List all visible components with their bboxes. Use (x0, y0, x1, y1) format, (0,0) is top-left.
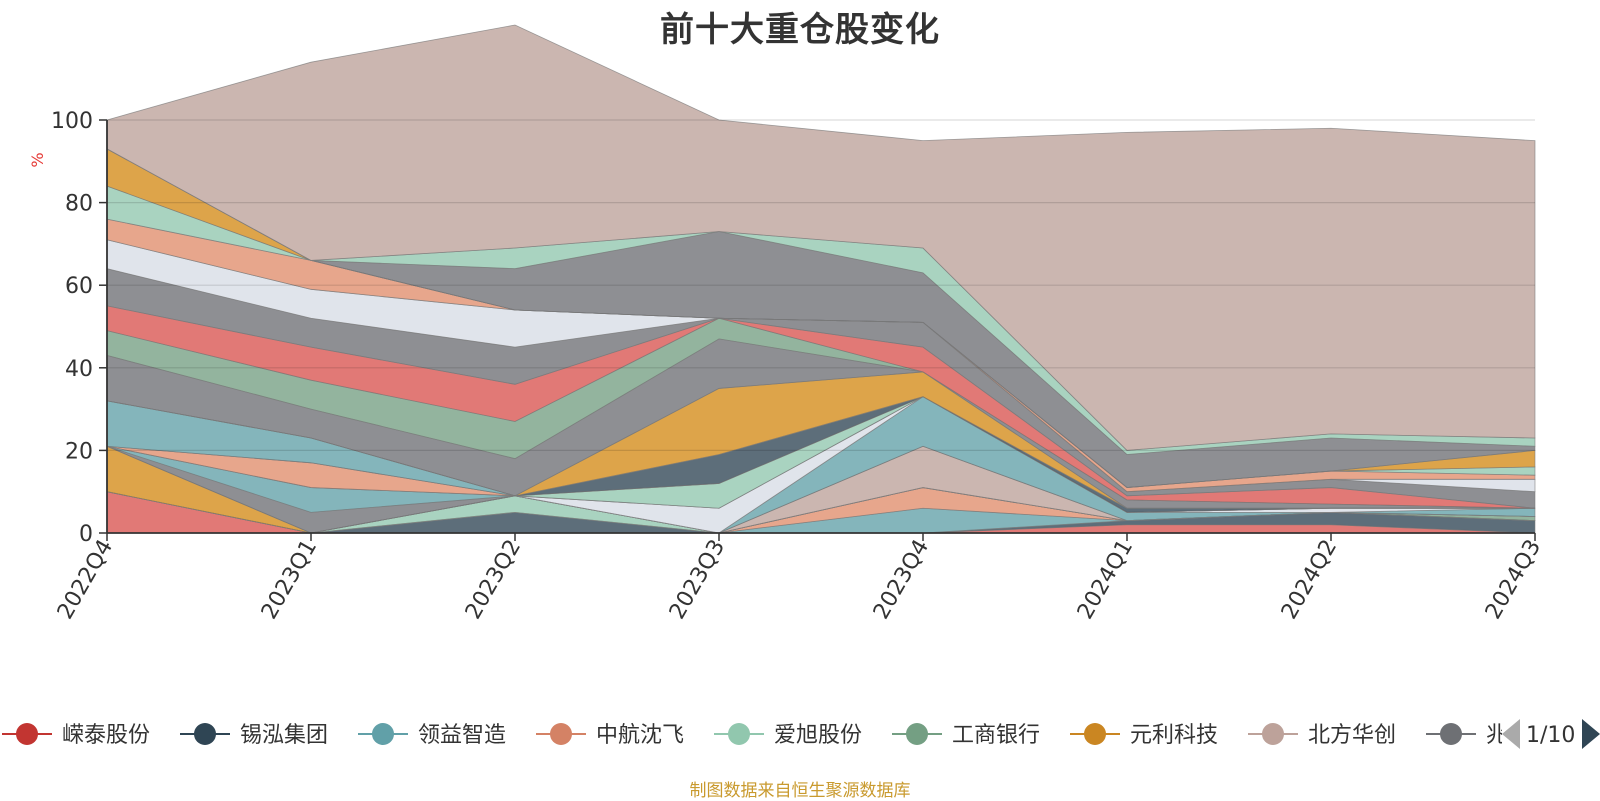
y-tick-label: 80 (65, 192, 93, 217)
y-tick-label: 40 (65, 357, 93, 382)
legend-item[interactable]: 工商银行 (892, 723, 1040, 748)
legend-item[interactable]: 爱旭股份 (714, 723, 862, 748)
x-tick-label: 2023Q1 (257, 536, 322, 624)
legend-item[interactable]: 领益智造 (358, 723, 506, 748)
pager-next-icon[interactable] (1582, 719, 1600, 749)
legend-item[interactable]: 北方华创 (1248, 723, 1396, 748)
legend-dot-icon (550, 723, 572, 745)
x-tick-label: 2024Q2 (1277, 536, 1342, 624)
legend-dot-icon (906, 723, 928, 745)
legend-item[interactable]: 兆 (1426, 723, 1508, 748)
legend-item[interactable]: 中航沈飞 (536, 723, 684, 748)
legend[interactable]: 嵘泰股份 锡泓集团 领益智造 中航沈飞 爱旭股份 工商银行 元利科技 北方华创 兆 (2, 723, 1508, 748)
legend-item[interactable]: 锡泓集团 (180, 723, 328, 748)
x-tick-label: 2023Q4 (869, 536, 934, 624)
x-tick-label: 2023Q3 (665, 536, 730, 624)
legend-label: 工商银行 (952, 723, 1040, 748)
legend-item[interactable]: 嵘泰股份 (2, 723, 150, 748)
y-axis-label: % (28, 152, 47, 167)
y-tick-label: 60 (65, 274, 93, 299)
x-tick-label: 2023Q2 (461, 536, 526, 624)
area-series-27 (106, 24, 1536, 451)
legend-label: 兆 (1486, 723, 1508, 748)
legend-dot-icon (16, 723, 38, 745)
x-tick-label: 2022Q4 (53, 536, 118, 624)
y-tick-label: 20 (65, 439, 93, 464)
legend-dot-icon (194, 723, 216, 745)
legend-label: 元利科技 (1130, 723, 1218, 748)
legend-item[interactable]: 元利科技 (1070, 723, 1218, 748)
legend-label: 北方华创 (1308, 723, 1396, 748)
legend-label: 中航沈飞 (596, 723, 684, 748)
source-note: 制图数据来自恒生聚源数据库 (689, 781, 911, 801)
legend-dot-icon (1084, 723, 1106, 745)
chart-title: 前十大重仓股变化 (660, 10, 940, 50)
y-tick-label: 0 (79, 522, 93, 547)
legend-label: 爱旭股份 (774, 723, 862, 748)
legend-dot-icon (728, 723, 750, 745)
stacked-areas (106, 24, 1536, 534)
pager-prev-icon[interactable] (1502, 719, 1520, 749)
y-tick-label: 100 (51, 109, 93, 134)
x-tick-label: 2024Q3 (1481, 536, 1546, 624)
pager-indicator: 1/10 (1526, 723, 1575, 748)
legend-label: 嵘泰股份 (62, 723, 150, 748)
legend-dot-icon (1262, 723, 1284, 745)
x-tick-label: 2024Q1 (1073, 536, 1138, 624)
legend-label: 领益智造 (418, 723, 506, 748)
legend-dot-icon (372, 723, 394, 745)
legend-pager: 1/10 (1502, 719, 1600, 749)
legend-dot-icon (1440, 723, 1462, 745)
legend-label: 锡泓集团 (240, 723, 328, 748)
